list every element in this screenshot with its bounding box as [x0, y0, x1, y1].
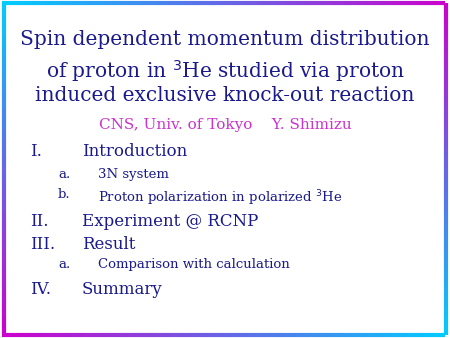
Text: CNS, Univ. of Tokyo    Y. Shimizu: CNS, Univ. of Tokyo Y. Shimizu [99, 118, 351, 132]
Text: Introduction: Introduction [82, 143, 187, 160]
Text: Summary: Summary [82, 281, 163, 298]
Text: induced exclusive knock-out reaction: induced exclusive knock-out reaction [35, 86, 415, 105]
Text: Spin dependent momentum distribution: Spin dependent momentum distribution [20, 30, 430, 49]
Text: Comparison with calculation: Comparison with calculation [98, 258, 290, 271]
Text: III.: III. [30, 236, 55, 253]
Text: a.: a. [58, 258, 70, 271]
Text: 3N system: 3N system [98, 168, 169, 181]
Text: Experiment @ RCNP: Experiment @ RCNP [82, 213, 258, 230]
Text: a.: a. [58, 168, 70, 181]
Text: I.: I. [30, 143, 42, 160]
Text: Proton polarization in polarized $^3$He: Proton polarization in polarized $^3$He [98, 188, 342, 208]
Text: of proton in $^3$He studied via proton: of proton in $^3$He studied via proton [45, 58, 405, 84]
Text: II.: II. [30, 213, 49, 230]
Text: b.: b. [58, 188, 71, 201]
Text: IV.: IV. [30, 281, 51, 298]
Text: Result: Result [82, 236, 135, 253]
